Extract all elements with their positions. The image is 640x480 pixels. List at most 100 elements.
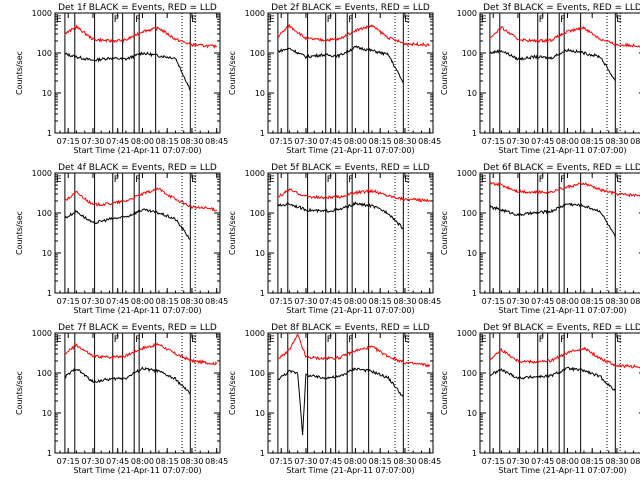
lld-series-line (277, 23, 430, 47)
x-tick-label: 07:15 (482, 137, 505, 146)
lld-series-line (277, 188, 431, 203)
y-tick-label: 10 (467, 409, 477, 418)
y-tick-label: 1 (47, 129, 52, 138)
events-series-line (277, 367, 404, 436)
x-tick-label: 08:45 (418, 137, 441, 146)
interval-marker-label: E (191, 15, 197, 25)
y-tick-label: 1000 (245, 329, 265, 338)
y-tick-label: 1 (472, 289, 477, 298)
interval-marker-label: F (539, 15, 544, 25)
interval-marker-label: F (114, 15, 119, 25)
x-axis-label: Start Time (21-Apr-11 07:07:00) (73, 306, 201, 315)
x-tick-label: 07:45 (106, 297, 129, 306)
y-tick-label: 100 (462, 209, 477, 218)
x-tick-label: 08:45 (630, 457, 640, 466)
interval-marker-label: F (327, 175, 332, 185)
lld-series-line (64, 342, 218, 366)
interval-marker-label: F (560, 335, 565, 345)
x-tick-label: 07:45 (531, 457, 554, 466)
interval-marker-label: E (269, 175, 275, 185)
x-axis-label: Start Time (21-Apr-11 07:07:00) (498, 306, 626, 315)
x-tick-label: 08:00 (344, 137, 367, 146)
x-tick-label: 07:30 (81, 297, 104, 306)
x-tick-label: 08:15 (581, 137, 604, 146)
interval-marker-label: E (616, 15, 622, 25)
interval-marker-label: E (269, 15, 275, 25)
x-tick-label: 08:00 (131, 297, 154, 306)
y-tick-label: 100 (462, 369, 477, 378)
x-tick-label: 07:15 (270, 297, 293, 306)
interval-marker-label: F (560, 175, 565, 185)
interval-marker-label: E (56, 15, 62, 25)
x-axis-label: Start Time (21-Apr-11 07:07:00) (286, 146, 414, 155)
events-series-line (489, 47, 616, 82)
plot-frame (54, 332, 221, 454)
interval-marker-label: E (616, 175, 622, 185)
panel-title: Det 5f BLACK = Events, RED = LLD (271, 163, 430, 173)
x-tick-label: 08:45 (630, 297, 640, 306)
events-series-line (489, 202, 616, 238)
panel-title: Det 1f BLACK = Events, RED = LLD (58, 3, 217, 13)
plot-frame (54, 172, 221, 294)
interval-marker-label: E (616, 335, 622, 345)
panel-det-4: Det 4f BLACK = Events, RED = LLD E F F E 1 10 1… (15, 163, 228, 315)
x-tick-label: 08:45 (418, 297, 441, 306)
lld-series-line (489, 346, 640, 369)
lld-series-line (64, 187, 218, 212)
panel-title: Det 7f BLACK = Events, RED = LLD (58, 323, 217, 333)
interval-marker-label: E (269, 335, 275, 345)
y-tick-label: 1000 (457, 9, 477, 18)
y-axis-label: Counts/sec (228, 51, 237, 95)
interval-marker-label: F (348, 335, 353, 345)
y-tick-label: 1000 (457, 169, 477, 178)
x-tick-label: 08:00 (556, 297, 579, 306)
y-axis-label: Counts/sec (15, 211, 24, 255)
x-tick-label: 08:30 (605, 297, 628, 306)
panel-title: Det 9f BLACK = Events, RED = LLD (483, 323, 640, 333)
interval-marker-label: E (191, 175, 197, 185)
x-tick-label: 08:15 (156, 457, 179, 466)
lld-series-line (64, 24, 217, 50)
x-tick-label: 08:00 (131, 137, 154, 146)
x-tick-label: 08:45 (205, 297, 228, 306)
x-tick-label: 07:15 (57, 457, 80, 466)
x-tick-label: 08:15 (156, 137, 179, 146)
plot-frame (267, 332, 434, 454)
interval-marker-label: E (481, 15, 487, 25)
x-axis-label: Start Time (21-Apr-11 07:07:00) (498, 146, 626, 155)
events-series-line (277, 45, 404, 84)
x-tick-label: 07:30 (294, 297, 317, 306)
y-tick-label: 1 (47, 449, 52, 458)
y-tick-label: 1 (260, 129, 265, 138)
y-axis-label: Counts/sec (440, 371, 449, 415)
x-tick-label: 07:30 (81, 137, 104, 146)
y-tick-label: 1 (472, 129, 477, 138)
y-tick-label: 1000 (245, 169, 265, 178)
x-tick-label: 07:15 (482, 457, 505, 466)
events-series-line (64, 51, 191, 91)
y-tick-label: 10 (255, 409, 265, 418)
x-tick-label: 08:30 (393, 297, 416, 306)
x-tick-label: 07:15 (270, 457, 293, 466)
y-tick-label: 100 (250, 49, 265, 58)
events-series-line (489, 366, 616, 392)
interval-marker-label: F (114, 175, 119, 185)
x-tick-label: 08:45 (418, 457, 441, 466)
x-tick-label: 08:00 (344, 297, 367, 306)
interval-marker-label: E (481, 335, 487, 345)
y-tick-label: 1000 (32, 9, 52, 18)
panel-det-9: Det 9f BLACK = Events, RED = LLD E F F E 1 10 1… (440, 323, 640, 475)
x-axis-label: Start Time (21-Apr-11 07:07:00) (73, 146, 201, 155)
x-axis-label: Start Time (21-Apr-11 07:07:00) (286, 466, 414, 475)
interval-marker-label: E (56, 335, 62, 345)
x-tick-label: 07:30 (294, 137, 317, 146)
y-tick-label: 100 (462, 49, 477, 58)
panel-det-2: Det 2f BLACK = Events, RED = LLD E F F E 1 10 1… (228, 3, 441, 155)
y-tick-label: 100 (37, 209, 52, 218)
y-axis-label: Counts/sec (15, 51, 24, 95)
x-tick-label: 08:30 (393, 457, 416, 466)
events-series-line (64, 208, 191, 240)
y-tick-label: 1 (260, 289, 265, 298)
panel-title: Det 6f BLACK = Events, RED = LLD (483, 163, 640, 173)
